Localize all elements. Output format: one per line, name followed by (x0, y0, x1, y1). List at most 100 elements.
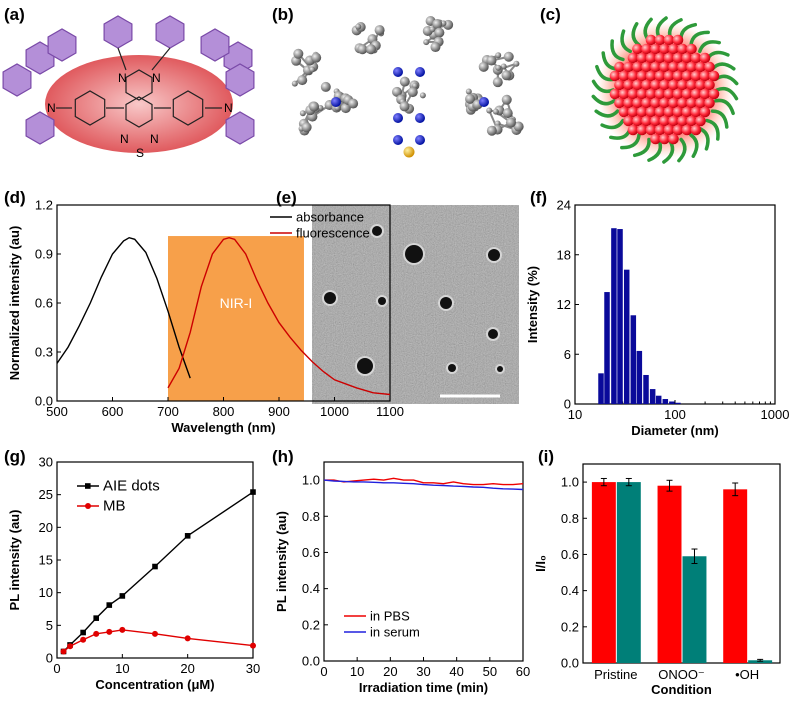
carbon-atom (355, 24, 361, 30)
y-tick-label: 0.4 (561, 583, 579, 598)
panel-label-i: (i) (538, 447, 554, 466)
x-tick-label: 900 (268, 404, 290, 419)
carbon-atom (423, 39, 429, 45)
x-category-label: ONOO⁻ (658, 667, 705, 682)
sulfur-atom (404, 147, 415, 158)
y-tick-label: 0.6 (302, 545, 320, 560)
carbon-atom (432, 19, 442, 29)
aie-molecule-ball (700, 53, 711, 64)
x-tick-label: 30 (246, 661, 260, 676)
y-tick-label: 0 (46, 651, 53, 666)
nanoparticle-dot (488, 329, 498, 339)
ball-and-stick-model (291, 16, 524, 157)
bar (683, 556, 707, 663)
panel-label-h: (h) (272, 447, 294, 466)
chemical-structure: N N N N N S N (3, 16, 254, 160)
y-tick-label: 1.0 (302, 473, 320, 488)
y-tick-label: 20 (39, 520, 53, 535)
nitrogen-atom (331, 97, 341, 107)
legend-label: absorbance (296, 210, 364, 225)
carbon-atom (311, 53, 321, 63)
carbon-atom (487, 56, 497, 66)
panel-label-e: (e) (276, 188, 297, 207)
legend-label: fluorescence (296, 226, 370, 241)
aie-molecule-ball (695, 116, 706, 127)
y-tick-label: 0.0 (302, 654, 320, 669)
data-point (152, 631, 158, 637)
x-tick-label: 700 (157, 404, 179, 419)
panel-label-a: (a) (4, 5, 25, 24)
x-axis-title: Wavelength (nm) (171, 420, 275, 435)
y-tick-label: 15 (39, 553, 53, 568)
x-axis-title: Diameter (nm) (631, 423, 718, 438)
x-tick-label: 20 (383, 664, 397, 679)
carbon-atom (486, 108, 492, 114)
bar (592, 482, 616, 663)
data-point (120, 593, 126, 599)
x-tick-label: 0 (320, 664, 327, 679)
histogram-bar (624, 270, 630, 404)
aie-molecule-ball (704, 62, 715, 73)
histogram-bar (598, 373, 604, 404)
y-tick-label: 0.8 (302, 509, 320, 524)
nitrogen-atom (415, 67, 425, 77)
legend-marker (85, 503, 91, 509)
atom-label: N (152, 71, 161, 85)
carbon-atom (479, 62, 489, 72)
atom-label: N (150, 132, 159, 146)
panel-label-c: (c) (540, 5, 561, 24)
carbon-atom (366, 44, 376, 54)
data-point (93, 615, 99, 621)
x-tick-label: 500 (46, 404, 68, 419)
legend-label: in serum (370, 625, 420, 640)
nanoparticle-dot (324, 292, 336, 304)
y-tick-label: 0.6 (35, 296, 53, 311)
data-point (250, 643, 256, 649)
carbon-atom (495, 65, 501, 71)
carbon-atom (408, 87, 418, 97)
atom-label: N (224, 101, 233, 115)
carbon-atom (513, 61, 519, 67)
nanoparticle-dot (488, 249, 500, 261)
carbon-atom (293, 49, 303, 59)
y-tick-label: 0.4 (302, 581, 320, 596)
carbon-atom (434, 28, 444, 38)
y-axis-title: Intensity (%) (525, 266, 540, 343)
aie-molecule-ball (668, 134, 679, 145)
y-tick-label: 0.0 (561, 656, 579, 671)
y-axis-title: PL intensity (au) (7, 510, 22, 611)
legend-marker (85, 483, 91, 489)
x-tick-label: 800 (213, 404, 235, 419)
y-tick-label: 18 (557, 247, 571, 262)
data-point (67, 643, 73, 649)
phenyl-ring-icon (3, 64, 31, 96)
x-tick-label: 100 (664, 407, 686, 422)
y-axis-title: Normalized intensity (au) (7, 226, 22, 381)
carbon-atom (400, 77, 410, 87)
panel-label-d: (d) (4, 188, 26, 207)
aie-molecule-ball (704, 80, 715, 91)
x-axis-title: Concentration (μM) (95, 677, 214, 692)
phenyl-ring-icon (156, 16, 184, 48)
data-point (61, 648, 67, 654)
nitrogen-atom (479, 97, 489, 107)
nanoparticle-dot (378, 297, 386, 305)
carbon-atom (503, 108, 513, 118)
y-tick-label: 1.2 (35, 198, 53, 213)
histogram-bar (656, 396, 662, 404)
aie-molecule-ball (673, 35, 684, 46)
y-tick-label: 30 (39, 455, 53, 470)
nir-i-label: NIR-I (220, 295, 253, 311)
x-tick-label: 40 (449, 664, 463, 679)
y-tick-label: 0.3 (35, 345, 53, 360)
carbon-atom (495, 52, 501, 58)
nanoparticle-dot (497, 366, 503, 372)
aie-molecule-ball (709, 89, 720, 100)
nitrogen-atom (393, 67, 403, 77)
panel-label-f: (f) (530, 188, 547, 207)
x-axis-title: Irradiation time (min) (359, 680, 488, 695)
plot-frame (324, 462, 523, 661)
data-point (106, 629, 112, 635)
data-point (250, 489, 256, 495)
bar (617, 482, 641, 663)
